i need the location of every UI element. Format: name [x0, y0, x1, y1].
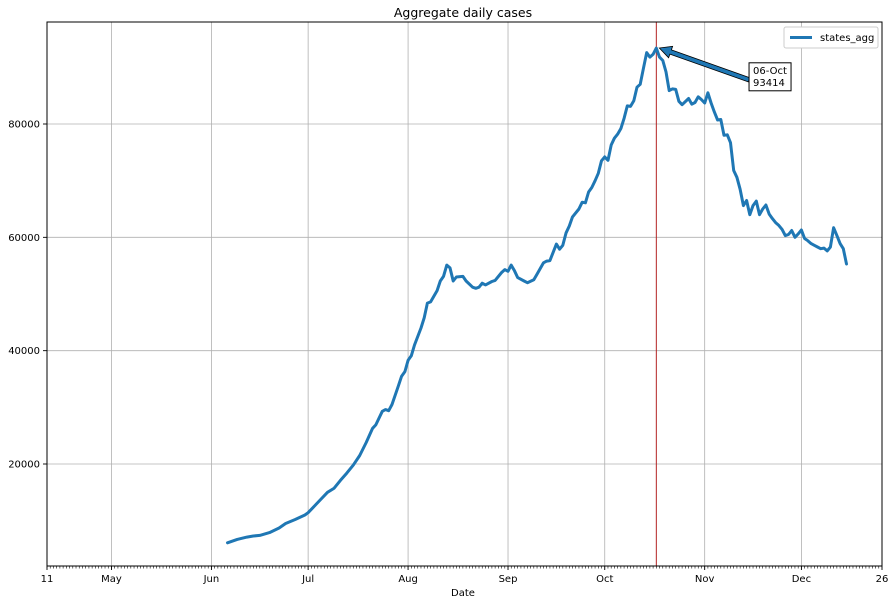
- grid: [47, 22, 882, 566]
- y-axis: 20000 40000 60000 80000: [8, 120, 47, 471]
- annotation-box: [748, 62, 792, 92]
- x-tick-label: May: [101, 574, 122, 585]
- peak-annotation: 06-Oct 93414: [658, 45, 792, 92]
- x-axis: 11 May Jun Jul Aug Sep Oct Nov Dec 26: [41, 566, 889, 585]
- x-axis-label: Date: [451, 588, 475, 599]
- x-tick-label: Jun: [203, 574, 220, 585]
- x-tick-label: Oct: [596, 574, 613, 585]
- series-line-states_agg: [226, 46, 848, 545]
- x-tick-label: Nov: [695, 574, 715, 585]
- y-tick-label: 20000: [8, 460, 40, 471]
- x-tick-label: Dec: [792, 574, 811, 585]
- x-tick-label: 26: [876, 574, 889, 585]
- x-tick-label: Aug: [398, 574, 418, 585]
- y-tick-label: 80000: [8, 120, 40, 131]
- y-tick-label: 60000: [8, 233, 40, 244]
- x-tick-label: Jul: [301, 574, 314, 585]
- annotation-date-label: 06-Oct: [753, 66, 787, 77]
- legend-box: [783, 26, 879, 49]
- legend: states_agg: [783, 26, 879, 49]
- y-tick-label: 40000: [8, 346, 40, 357]
- x-tick-label: 11: [41, 574, 54, 585]
- plot-frame: [46, 21, 883, 567]
- annotation-value-label: 93414: [753, 78, 785, 89]
- chart-title: Aggregate daily cases: [394, 5, 532, 20]
- x-tick-label: Sep: [499, 574, 518, 585]
- legend-entry-states_agg: states_agg: [820, 33, 874, 44]
